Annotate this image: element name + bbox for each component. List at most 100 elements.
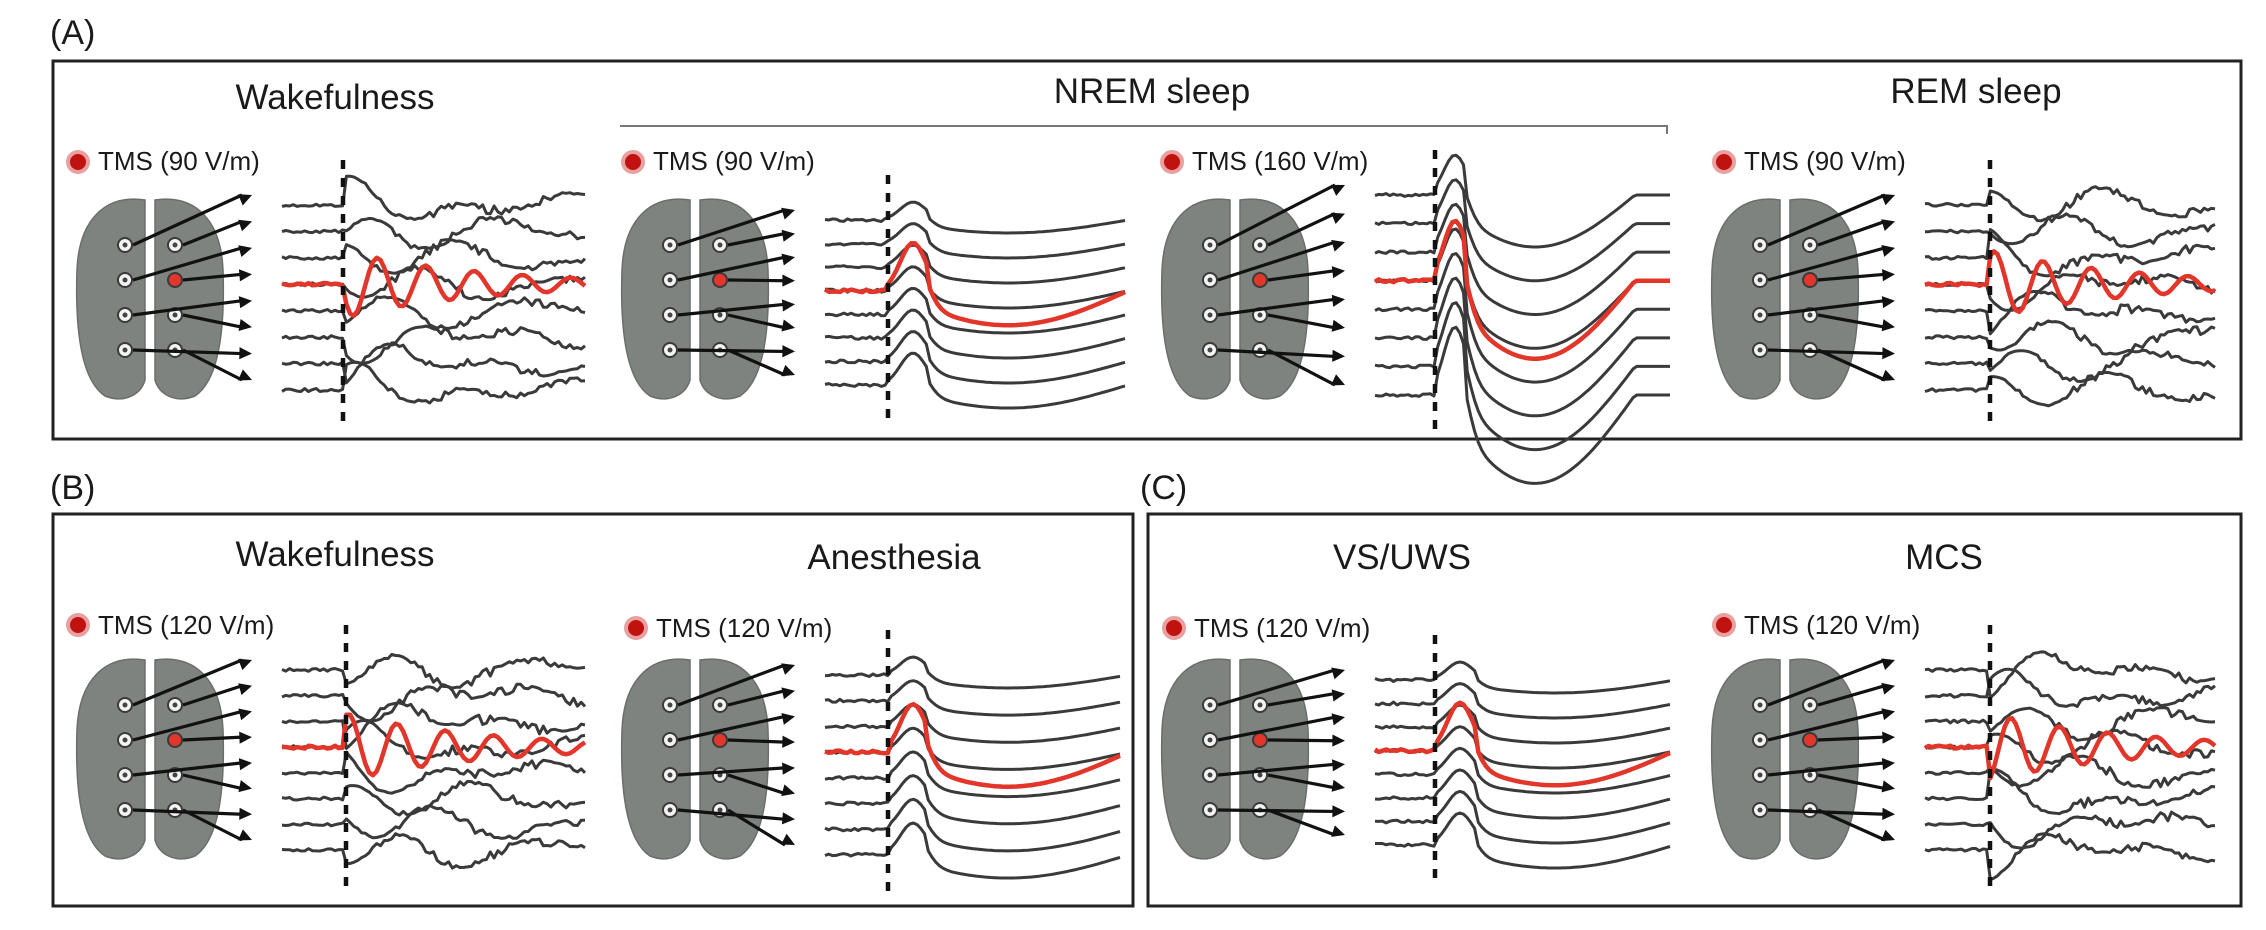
electrode-center [1757,772,1763,778]
electrode-center [122,737,128,743]
eeg-trace [281,701,586,750]
arrow [1817,682,1895,707]
eeg-trace [824,308,1126,360]
electrode-center [1757,242,1763,248]
right-hemisphere [1789,198,1860,400]
arrow [1767,708,1895,742]
arrow [1267,808,1345,837]
electrode-center [1207,277,1213,283]
stimulated-channel-trace [281,712,587,778]
eeg-trace [824,287,1126,335]
electrode-center [667,772,673,778]
arrow [132,193,252,247]
eeg-trace [1924,290,2216,336]
arrow [182,348,252,382]
electrode-center [1257,702,1263,708]
eeg-trace [1924,754,2216,789]
arrow [1767,245,1895,282]
arrow [1267,734,1345,747]
eeg-trace [1374,725,1671,770]
eeg-trace [824,200,1126,235]
eeg-trace [1374,703,1671,745]
arrow [727,229,795,247]
panels-layer [66,150,2217,895]
eeg-trace [281,174,586,221]
brain-icon [1160,198,1310,400]
left-hemisphere [75,658,146,860]
arrow [1267,689,1345,707]
eeg-trace [1374,252,1670,384]
tms-label-c2: TMS (120 V/m) [1744,610,1920,640]
left-hemisphere [1710,198,1781,400]
arrow [1767,658,1895,707]
eeg-trace [824,330,1126,385]
electrode-center [172,702,178,708]
arrow [132,658,252,707]
arrow [1217,183,1345,247]
arrow [677,663,795,707]
eeg-trace [1924,348,2216,383]
arrow [1767,296,1895,317]
stimulated-channel-trace [1923,716,2217,781]
tms-label-b2: TMS (120 V/m) [656,613,832,643]
eeg-trace [824,351,1126,410]
arrow [677,762,795,777]
arrow [132,708,252,742]
eeg-trace [824,655,1121,690]
eeg-trace [281,360,586,405]
arrow [182,219,252,247]
brain-icon [1160,658,1310,860]
arrow [727,808,795,847]
electrode-center [1757,702,1763,708]
electrode-center [667,242,673,248]
electrode-center [172,772,178,778]
electrode-center [1257,242,1263,248]
eeg-trace [281,238,587,275]
arrow [677,207,795,247]
tms-dot [624,616,648,640]
eeg-trace [281,342,586,385]
panel-b2 [620,616,1121,895]
arrow [1267,313,1345,332]
eeg-trace [1924,319,2216,356]
left-hemisphere [1160,198,1231,400]
panel-a4 [1710,150,2217,430]
stimulated-channel-trace [281,255,587,318]
eeg-trace [1924,767,2216,816]
eeg-trace [824,702,1121,744]
electrode-center [1807,242,1813,248]
eeg-trace [1374,768,1671,820]
eeg-trace [281,803,586,840]
eeg-trace [1375,811,1671,870]
stimulated-channel-trace [1373,700,1671,788]
arrow [182,683,252,707]
stimulated-channel-trace [823,240,1126,328]
electrode-center [1207,347,1213,353]
stimulated-electrode [1252,272,1268,288]
tms-label-a2: TMS (90 V/m) [653,146,815,176]
tms-dot [66,150,90,174]
eeg-trace [1374,178,1670,283]
arrow [1267,773,1345,792]
electrode-center [1207,737,1213,743]
arrow [1817,731,1895,744]
stimulated-electrode [712,732,728,748]
panel-c1 [1160,616,1671,885]
section-letter-a: (A) [50,14,95,52]
electrode-center [122,242,128,248]
section-frame-c [1146,512,2243,908]
panel-title-rem-sleep: REM sleep [1890,72,2061,111]
arrow [1267,266,1345,282]
eeg-trace [824,243,1126,285]
eeg-trace [281,779,586,817]
eeg-trace [281,832,586,870]
arrow [1817,773,1895,793]
electrode-center [122,312,128,318]
group-label-nrem-sleep: NREM sleep [1054,72,1250,111]
electrode-center [1257,312,1263,318]
tms-label-b1: TMS (120 V/m) [98,610,274,640]
electrode-center [1207,807,1213,813]
arrow [1217,759,1345,777]
arrow [1767,347,1895,360]
arrow [1817,219,1895,247]
